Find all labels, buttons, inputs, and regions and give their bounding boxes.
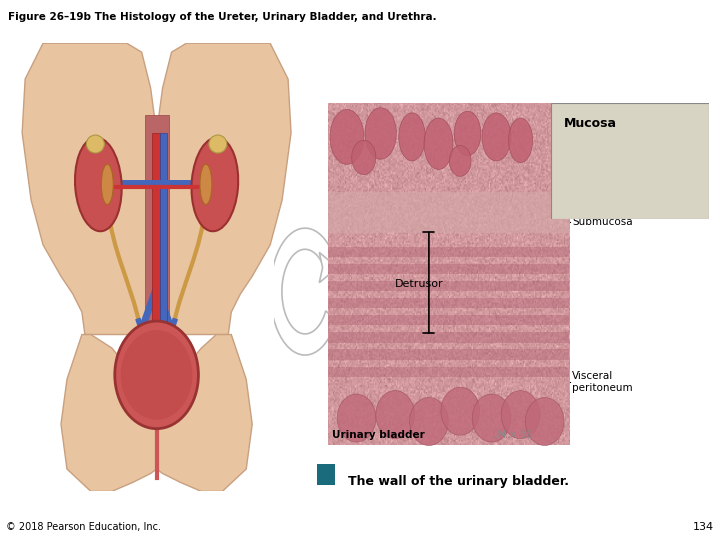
Ellipse shape [508,118,533,163]
Bar [145,115,168,393]
Bar [328,264,569,274]
Bar [328,298,569,308]
Text: The wall of the urinary bladder.: The wall of the urinary bladder. [348,475,569,488]
Bar [328,367,569,377]
Text: LM × 36: LM × 36 [492,430,532,440]
Ellipse shape [192,138,238,231]
Text: Visceral
peritoneum: Visceral peritoneum [572,371,633,393]
Bar [328,281,569,291]
Ellipse shape [449,145,471,177]
Ellipse shape [454,111,481,156]
Text: Figure 26–19b The Histology of the Ureter, Urinary Bladder, and Urethra.: Figure 26–19b The Histology of the Urete… [8,12,436,22]
Text: Submucosa: Submucosa [572,217,633,227]
FancyBboxPatch shape [551,103,709,219]
Polygon shape [319,253,338,283]
Text: Urinary bladder: Urinary bladder [333,430,426,440]
Ellipse shape [200,164,212,205]
Ellipse shape [352,140,376,174]
Bar [160,133,167,393]
Ellipse shape [75,138,122,231]
Ellipse shape [526,397,564,446]
Bar [328,349,569,360]
Ellipse shape [482,113,511,161]
Ellipse shape [337,394,376,442]
Text: Transitional
epithelium: Transitional epithelium [572,144,632,166]
Text: Lamina propria: Lamina propria [572,175,651,185]
Ellipse shape [121,330,192,420]
Bar [328,192,569,233]
Ellipse shape [424,118,453,170]
Ellipse shape [501,390,540,438]
Ellipse shape [102,164,113,205]
Ellipse shape [330,110,364,164]
PathPatch shape [270,228,336,355]
Text: b: b [329,476,337,486]
Ellipse shape [410,397,448,446]
Ellipse shape [399,113,426,161]
Text: © 2018 Pearson Education, Inc.: © 2018 Pearson Education, Inc. [6,522,161,532]
Ellipse shape [209,135,227,153]
Ellipse shape [365,108,396,159]
Bar [328,332,569,342]
Ellipse shape [376,390,415,438]
Ellipse shape [114,321,199,429]
Text: Mucosa: Mucosa [564,117,616,130]
Ellipse shape [86,135,104,153]
Ellipse shape [441,387,480,435]
Bar [328,315,569,326]
Polygon shape [61,335,252,491]
Bar [152,133,160,393]
Text: 134: 134 [693,522,714,532]
Text: Detrusor: Detrusor [395,279,444,289]
Ellipse shape [472,394,511,442]
Polygon shape [22,43,291,335]
Bar [328,247,569,257]
